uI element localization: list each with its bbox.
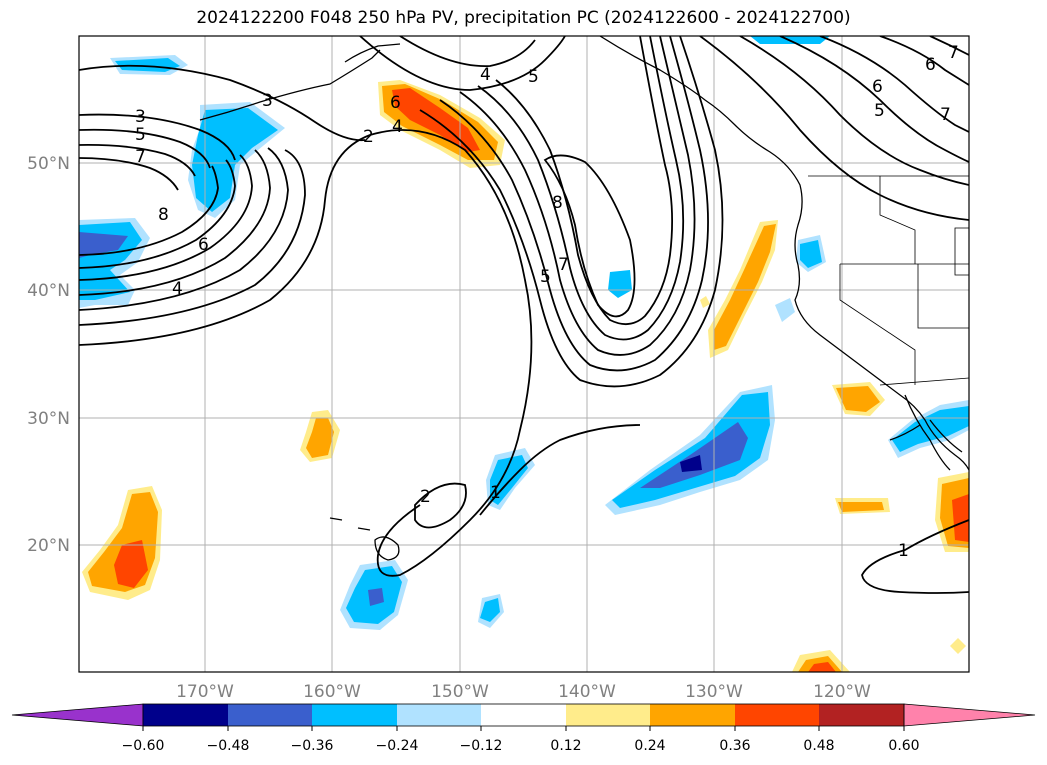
- colorbar-tick-label: −0.36: [291, 738, 334, 754]
- contour-label: 5: [528, 67, 539, 87]
- lat-label: 20°N: [27, 536, 70, 556]
- colorbar-tick-label: −0.24: [376, 738, 419, 754]
- contour-label: 6: [198, 235, 209, 255]
- latitude-labels: 50°N 40°N 30°N 20°N: [27, 154, 70, 556]
- political-borders: [808, 175, 969, 386]
- longitude-labels: 170°W 160°W 150°W 140°W 130°W 120°W: [176, 682, 871, 702]
- lon-label: 160°W: [303, 682, 361, 702]
- contour-label: 7: [135, 147, 146, 167]
- colorbar-segment: [143, 704, 228, 726]
- contour-label: 3: [135, 107, 146, 127]
- colorbar-extend-left: [11, 703, 144, 727]
- map-title: 2024122200 F048 250 hPa PV, precipitatio…: [196, 8, 851, 28]
- contour-label: 1: [898, 541, 909, 561]
- lon-label: 120°W: [813, 682, 871, 702]
- colorbar-segment: [566, 704, 650, 726]
- colorbar-segment: [481, 704, 566, 726]
- lon-label: 170°W: [176, 682, 234, 702]
- contour-label: 6: [925, 55, 936, 75]
- colorbar-tick-label: −0.60: [122, 738, 165, 754]
- colorbar-tick-label: 0.24: [634, 738, 665, 754]
- lat-label: 40°N: [27, 281, 70, 301]
- contour-label: 2: [363, 127, 374, 147]
- colorbar-segment: [819, 704, 904, 726]
- contour-label: 8: [552, 193, 563, 213]
- contour-labels: 3 5 7 8 6 4 3 2 6 4 4 5 8 7 5 2 1 1 6 6 …: [135, 43, 959, 561]
- contour-label: 7: [940, 105, 951, 125]
- colorbar-tick-label: −0.12: [460, 738, 503, 754]
- contour-label: 2: [420, 487, 431, 507]
- contour-label: 7: [948, 43, 959, 63]
- contour-label: 5: [135, 125, 146, 145]
- contour-label: 8: [158, 205, 169, 225]
- colorbar-segment: [312, 704, 397, 726]
- colorbar: −0.60 −0.48 −0.36 −0.24 −0.12 0.12 0.24 …: [11, 703, 1036, 754]
- lon-label: 150°W: [431, 682, 489, 702]
- lon-label: 130°W: [685, 682, 743, 702]
- contour-label: 6: [872, 77, 883, 97]
- contour-label: 4: [392, 117, 403, 137]
- contour-label: 7: [558, 255, 569, 275]
- colorbar-tick-label: 0.12: [550, 738, 581, 754]
- lat-label: 50°N: [27, 154, 70, 174]
- lon-label: 140°W: [558, 682, 616, 702]
- colorbar-tick-label: −0.48: [207, 738, 250, 754]
- colorbar-extend-right: [903, 703, 1036, 727]
- contour-label: 5: [540, 267, 551, 287]
- colorbar-segment: [397, 704, 481, 726]
- colorbar-tick-label: 0.36: [719, 738, 750, 754]
- contour-label: 3: [262, 91, 273, 111]
- map-frame: [78, 35, 970, 673]
- map-content: 3 5 7 8 6 4 3 2 6 4 4 5 8 7 5 2 1 1 6 6 …: [79, 36, 969, 672]
- coastlines: [199, 36, 969, 561]
- contour-label: 1: [490, 483, 501, 503]
- positive-precip-shading: [82, 80, 969, 672]
- colorbar-tick-label: 0.60: [888, 738, 919, 754]
- pv-contours: [79, 36, 969, 594]
- colorbar-tick-label: 0.48: [803, 738, 834, 754]
- colorbar-segment: [735, 704, 819, 726]
- lat-label: 30°N: [27, 409, 70, 429]
- contour-label: 4: [172, 279, 183, 299]
- colorbar-ticks: [142, 726, 905, 731]
- colorbar-segment: [228, 704, 312, 726]
- contour-label: 4: [480, 65, 491, 85]
- contour-label: 6: [390, 93, 401, 113]
- contour-label: 5: [874, 101, 885, 121]
- colorbar-segment: [650, 704, 735, 726]
